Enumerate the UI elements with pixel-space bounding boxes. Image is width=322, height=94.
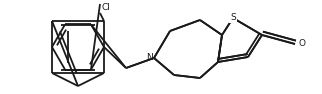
Text: O: O [299, 39, 306, 49]
Text: Cl: Cl [102, 3, 111, 13]
Text: N: N [147, 53, 153, 63]
Text: S: S [230, 14, 236, 22]
